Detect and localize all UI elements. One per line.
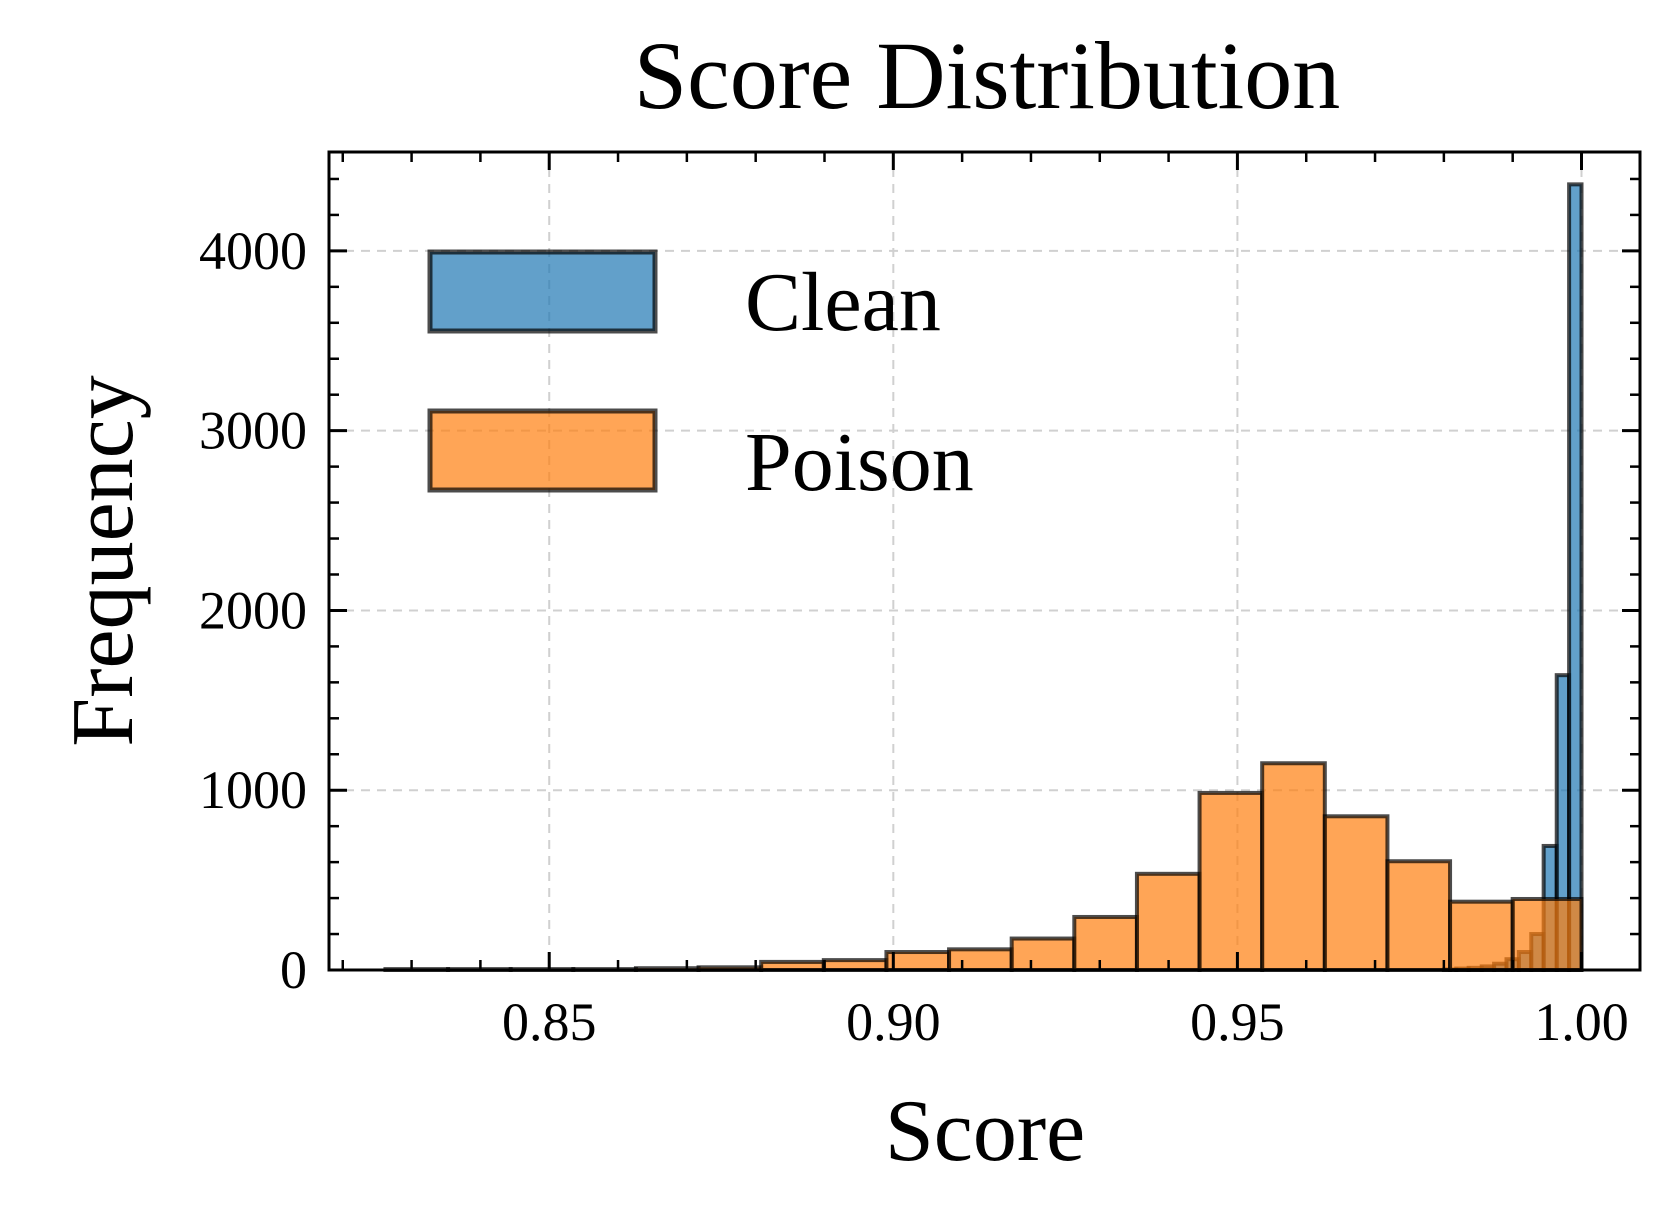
- y-tick-label: 2000: [199, 580, 307, 640]
- series-clean: [1441, 182, 1584, 973]
- y-axis-label: Frequency: [55, 375, 152, 746]
- legend-swatch-poison: [427, 408, 658, 493]
- bar-poison: [947, 947, 1014, 972]
- bar-clean: [1567, 182, 1584, 973]
- x-tick-label: 1.00: [1534, 992, 1629, 1052]
- bar-poison: [1197, 790, 1265, 973]
- bar-poison: [1385, 859, 1453, 973]
- bar-poison: [1072, 914, 1139, 973]
- x-axis-label: Score: [885, 1083, 1085, 1180]
- bar-poison: [1448, 899, 1515, 973]
- plot-frame: [327, 150, 1642, 972]
- axis-ticks: [329, 152, 1640, 972]
- bar-poison: [1009, 936, 1077, 972]
- series-poison: [383, 761, 1584, 973]
- legend-label-poison: Poison: [745, 416, 974, 509]
- y-tick-label: 4000: [199, 221, 307, 281]
- bar-poison: [1510, 896, 1584, 972]
- axis-tick-labels: 0.85 0.90 0.95 1.00 0 1000 2000 3000 4000: [199, 221, 1629, 1052]
- chart-legend: Clean Poison: [427, 249, 974, 509]
- legend-swatch-clean: [427, 249, 658, 334]
- x-tick-label: 0.95: [1190, 992, 1285, 1052]
- bar-poison: [884, 950, 952, 972]
- bar-poison: [1134, 871, 1202, 972]
- bar-poison: [1322, 814, 1390, 972]
- y-tick-label: 3000: [199, 401, 307, 461]
- y-tick-label: 1000: [199, 760, 307, 820]
- y-tick-label: 0: [280, 940, 307, 1000]
- bar-poison: [1260, 761, 1327, 972]
- x-tick-label: 0.90: [846, 992, 941, 1052]
- x-tick-label: 0.85: [502, 992, 597, 1052]
- chart-title: Score Distribution: [634, 22, 1341, 129]
- legend-label-clean: Clean: [745, 256, 941, 349]
